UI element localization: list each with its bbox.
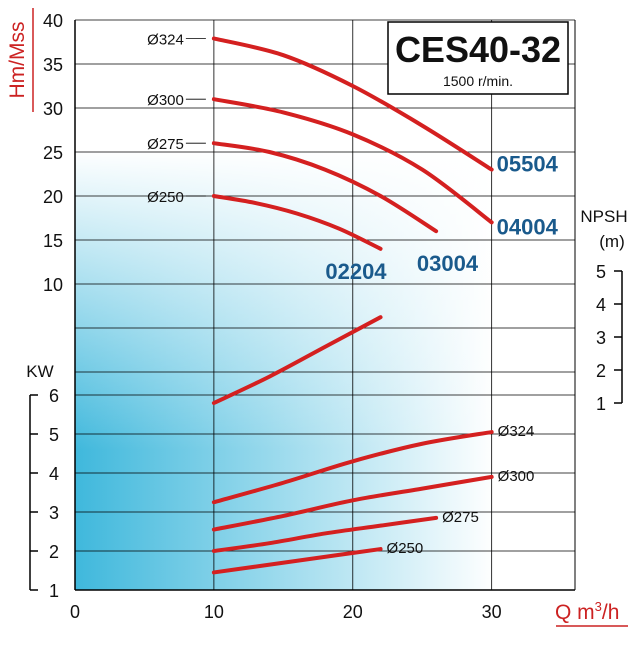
npsh-axis-label: NPSH xyxy=(580,207,627,226)
power-curve-impeller-label: Ø300 xyxy=(498,468,535,485)
npsh-tick-label: 3 xyxy=(596,328,606,348)
x-tick-label: 20 xyxy=(343,602,363,622)
head-curve-impeller-label: Ø250 xyxy=(147,189,184,206)
power-curve-impeller-label: Ø324 xyxy=(498,423,535,440)
head-curve-impeller-label: Ø275 xyxy=(147,136,184,153)
npsh-axis-unit: (m) xyxy=(599,232,624,251)
x-axis-label: Q m3/h xyxy=(555,599,628,627)
curves xyxy=(211,36,494,575)
head-curve-model-label: 02204 xyxy=(325,259,387,284)
power-curve xyxy=(211,515,439,553)
npsh-tick-label: 1 xyxy=(596,394,606,414)
head-curve-impeller-label: Ø300 xyxy=(147,92,184,109)
npsh-tick-label: 5 xyxy=(596,262,606,282)
head-curve xyxy=(211,194,383,251)
head-tick-label: 15 xyxy=(43,231,63,251)
axes xyxy=(29,20,623,591)
npsh-tick-label: 2 xyxy=(596,361,606,381)
head-curve-model-label: 03004 xyxy=(417,251,479,276)
svg-text:Q m3/h: Q m3/h xyxy=(555,599,619,624)
power-tick-label: 4 xyxy=(49,464,59,484)
power-tick-label: 3 xyxy=(49,503,59,523)
power-axis-label: KW xyxy=(26,362,53,381)
x-tick-label: 30 xyxy=(482,602,502,622)
power-curve-impeller-label: Ø250 xyxy=(387,540,424,557)
power-curve xyxy=(211,547,383,575)
npsh-tick-label: 4 xyxy=(596,295,606,315)
head-tick-label: 10 xyxy=(43,275,63,295)
head-curve-model-label: 04004 xyxy=(497,214,559,239)
head-axis-label: Hm/Mss xyxy=(6,22,29,99)
head-curve-impeller-label: Ø324 xyxy=(147,31,184,48)
head-tick-label: 30 xyxy=(43,99,63,119)
power-tick-label: 5 xyxy=(49,425,59,445)
title-box: CES40-32 1500 r/min. xyxy=(387,21,569,95)
x-tick-label: 10 xyxy=(204,602,224,622)
npsh-curve xyxy=(211,315,383,405)
chart-subtitle: 1500 r/min. xyxy=(443,73,513,89)
power-curve-impeller-label: Ø275 xyxy=(442,509,479,526)
power-tick-label: 2 xyxy=(49,542,59,562)
head-tick-label: 35 xyxy=(43,55,63,75)
head-curve xyxy=(211,36,494,172)
power-curve xyxy=(211,474,494,532)
power-curve xyxy=(211,430,494,505)
power-tick-label: 6 xyxy=(49,386,59,406)
head-curve xyxy=(211,141,439,234)
head-curve xyxy=(211,97,494,225)
power-tick-label: 1 xyxy=(49,581,59,601)
labels: 0 10 20 304035302520151065432154321Ø3240550… xyxy=(43,11,606,622)
chart-title: CES40-32 xyxy=(395,29,561,70)
grid xyxy=(75,19,576,590)
head-tick-label: 20 xyxy=(43,187,63,207)
head-tick-label: 25 xyxy=(43,143,63,163)
head-curve-model-label: 05504 xyxy=(497,152,559,177)
x-tick-label: 0 xyxy=(70,602,80,622)
head-tick-label: 40 xyxy=(43,11,63,31)
